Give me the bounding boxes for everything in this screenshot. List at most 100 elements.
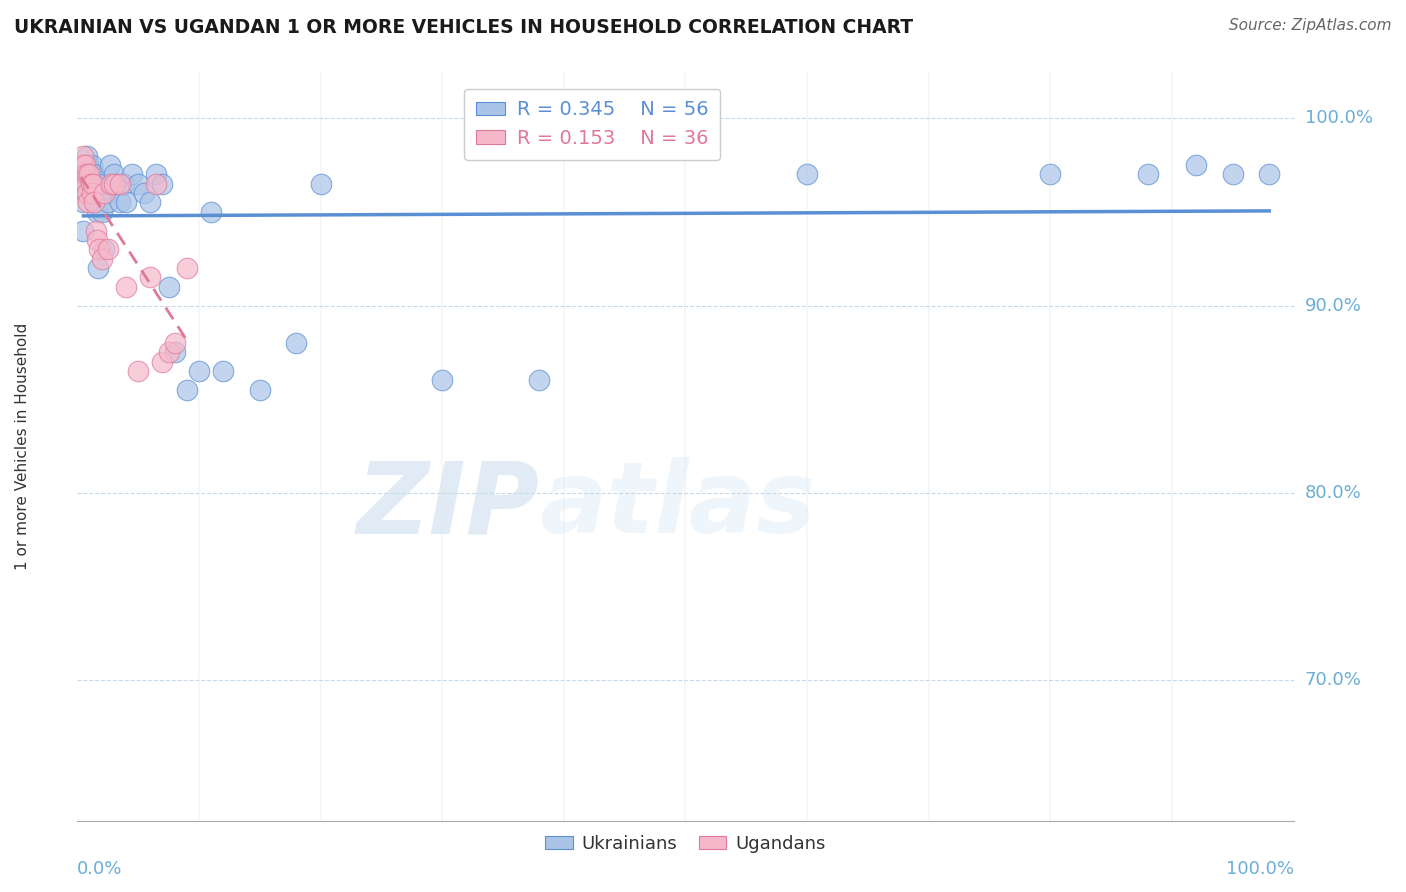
Point xyxy=(72,148,94,162)
Point xyxy=(89,177,111,191)
Point xyxy=(1039,168,1062,182)
Text: 100.0%: 100.0% xyxy=(1226,860,1294,878)
Text: 0.0%: 0.0% xyxy=(77,860,122,878)
Point xyxy=(70,168,93,182)
Point xyxy=(529,374,551,388)
Point xyxy=(121,168,143,182)
Text: 90.0%: 90.0% xyxy=(1305,296,1361,315)
Point xyxy=(72,177,94,191)
Point xyxy=(430,374,453,388)
Point xyxy=(73,158,96,172)
Point xyxy=(90,205,112,219)
Point xyxy=(285,336,308,351)
Point xyxy=(97,195,120,210)
Text: 1 or more Vehicles in Household: 1 or more Vehicles in Household xyxy=(15,322,30,570)
Point xyxy=(145,168,167,182)
Point xyxy=(94,186,117,201)
Point xyxy=(176,261,198,276)
Point xyxy=(72,195,94,210)
Point xyxy=(70,158,93,172)
Point xyxy=(152,355,174,369)
Point xyxy=(139,270,162,285)
Point xyxy=(112,177,135,191)
Point xyxy=(80,177,103,191)
Point xyxy=(145,177,167,191)
Point xyxy=(90,252,112,266)
Point xyxy=(127,177,149,191)
Point xyxy=(75,186,97,201)
Point xyxy=(1136,168,1159,182)
Point xyxy=(76,168,98,182)
Point xyxy=(72,158,94,172)
Point xyxy=(249,383,271,397)
Point xyxy=(163,336,186,351)
Point xyxy=(77,195,100,210)
Point xyxy=(1222,168,1244,182)
Point xyxy=(1258,168,1281,182)
Text: Source: ZipAtlas.com: Source: ZipAtlas.com xyxy=(1229,18,1392,33)
Point xyxy=(80,158,103,172)
Point xyxy=(89,243,111,257)
Point xyxy=(176,383,198,397)
Point xyxy=(103,168,125,182)
Point xyxy=(76,168,98,182)
Text: UKRAINIAN VS UGANDAN 1 OR MORE VEHICLES IN HOUSEHOLD CORRELATION CHART: UKRAINIAN VS UGANDAN 1 OR MORE VEHICLES … xyxy=(14,18,912,37)
Point xyxy=(72,168,94,182)
Point xyxy=(76,158,98,172)
Text: ZIP: ZIP xyxy=(357,458,540,555)
Point xyxy=(83,168,105,182)
Point xyxy=(72,224,94,238)
Point xyxy=(134,186,156,201)
Point xyxy=(89,186,111,201)
Point xyxy=(157,280,180,294)
Point xyxy=(77,168,100,182)
Point xyxy=(82,177,104,191)
Point xyxy=(98,158,121,172)
Point xyxy=(84,224,107,238)
Point xyxy=(80,168,103,182)
Point xyxy=(139,195,162,210)
Point xyxy=(108,177,131,191)
Text: 80.0%: 80.0% xyxy=(1305,483,1361,502)
Point xyxy=(75,177,97,191)
Point xyxy=(80,177,103,191)
Text: atlas: atlas xyxy=(540,458,815,555)
Point xyxy=(79,168,101,182)
Point xyxy=(100,177,122,191)
Point xyxy=(72,168,94,182)
Point xyxy=(86,205,108,219)
Point xyxy=(75,158,97,172)
Legend: Ukrainians, Ugandans: Ukrainians, Ugandans xyxy=(538,828,832,860)
Point xyxy=(108,195,131,210)
Point xyxy=(309,177,332,191)
Point xyxy=(93,186,115,201)
Point xyxy=(73,168,96,182)
Point xyxy=(200,205,222,219)
Point xyxy=(70,158,93,172)
Point xyxy=(80,186,103,201)
Point xyxy=(82,186,104,201)
Point xyxy=(93,243,115,257)
Point xyxy=(76,148,98,162)
Point xyxy=(212,364,235,378)
Point xyxy=(103,177,125,191)
Point xyxy=(115,280,138,294)
Point xyxy=(1185,158,1208,172)
Point xyxy=(157,345,180,359)
Text: 70.0%: 70.0% xyxy=(1305,671,1361,690)
Point xyxy=(163,345,186,359)
Point xyxy=(152,177,174,191)
Point xyxy=(127,364,149,378)
Point xyxy=(796,168,818,182)
Point xyxy=(115,195,138,210)
Text: 100.0%: 100.0% xyxy=(1305,109,1372,128)
Point xyxy=(188,364,211,378)
Point xyxy=(87,261,110,276)
Point xyxy=(76,186,98,201)
Point xyxy=(77,158,100,172)
Point xyxy=(79,171,101,186)
Point xyxy=(83,177,105,191)
Point xyxy=(84,186,107,201)
Point xyxy=(97,243,120,257)
Point xyxy=(86,233,108,247)
